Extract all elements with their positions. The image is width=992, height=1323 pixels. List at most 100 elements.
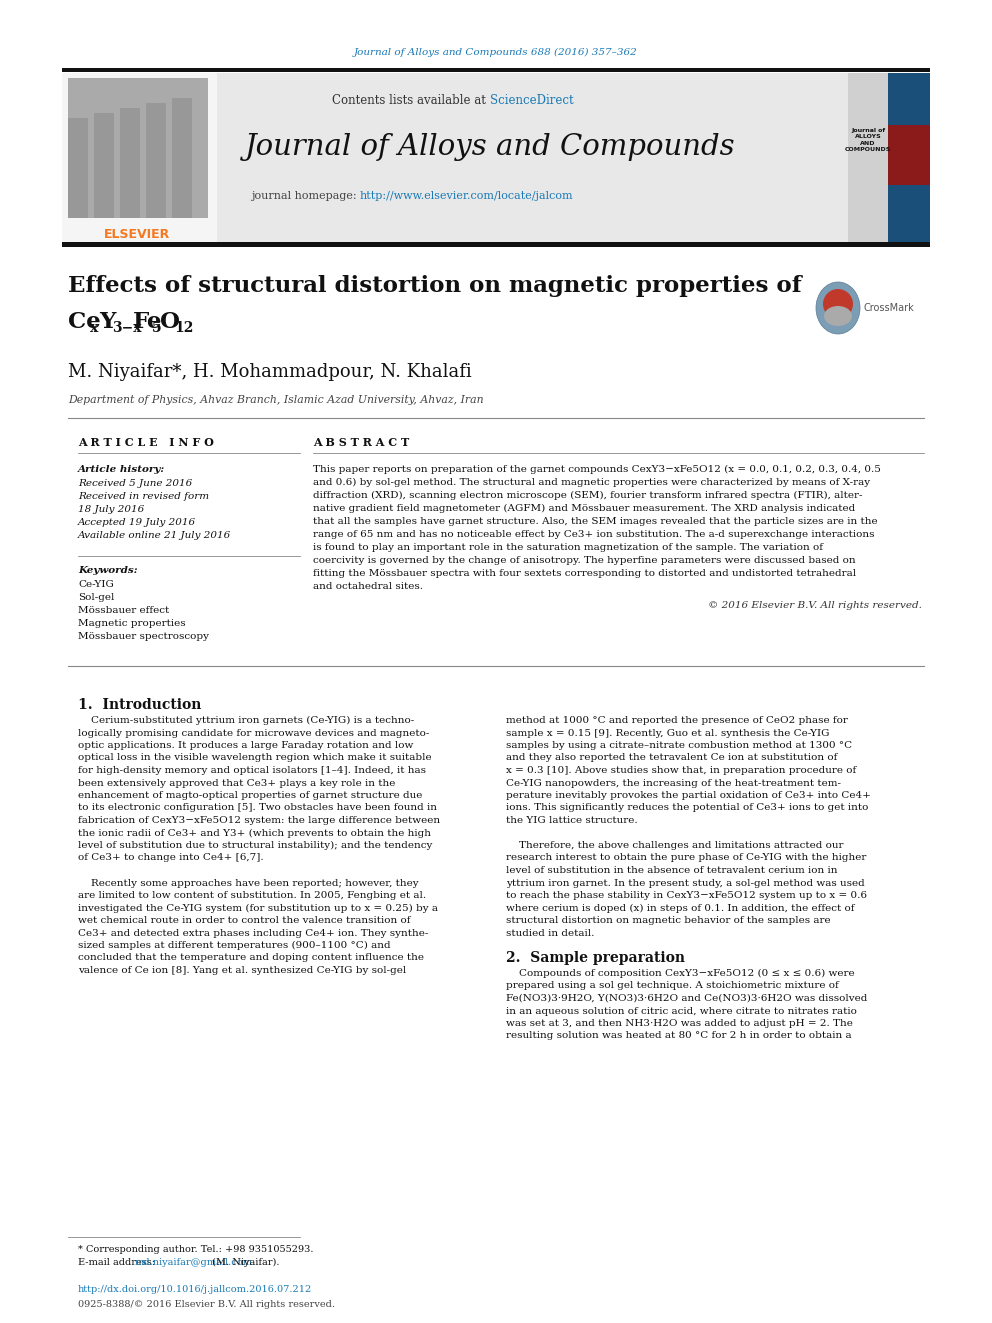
Bar xyxy=(62,242,930,247)
Text: yttrium iron garnet. In the present study, a sol-gel method was used: yttrium iron garnet. In the present stud… xyxy=(506,878,865,888)
Text: Therefore, the above challenges and limitations attracted our: Therefore, the above challenges and limi… xyxy=(506,841,843,849)
Text: Available online 21 July 2016: Available online 21 July 2016 xyxy=(78,531,231,540)
Bar xyxy=(68,118,88,218)
Text: ions. This significantly reduces the potential of Ce3+ ions to get into: ions. This significantly reduces the pot… xyxy=(506,803,868,812)
Text: in an aqueous solution of citric acid, where citrate to nitrates ratio: in an aqueous solution of citric acid, w… xyxy=(506,1007,857,1016)
Text: Received 5 June 2016: Received 5 June 2016 xyxy=(78,479,192,488)
Text: studied in detail.: studied in detail. xyxy=(506,929,594,938)
Text: 1.  Introduction: 1. Introduction xyxy=(78,699,201,712)
Text: prepared using a sol gel technique. A stoichiometric mixture of: prepared using a sol gel technique. A st… xyxy=(506,982,839,991)
Text: Journal of
ALLOYS
AND
COMPOUNDS: Journal of ALLOYS AND COMPOUNDS xyxy=(845,127,891,152)
Text: concluded that the temperature and doping content influence the: concluded that the temperature and dopin… xyxy=(78,954,424,963)
Text: Contents lists available at: Contents lists available at xyxy=(332,94,490,106)
Bar xyxy=(120,108,140,218)
Bar xyxy=(94,112,114,218)
Text: x: x xyxy=(90,321,98,335)
Bar xyxy=(848,73,888,245)
Text: 5: 5 xyxy=(152,321,162,335)
Text: diffraction (XRD), scanning electron microscope (SEM), fourier transform infrare: diffraction (XRD), scanning electron mic… xyxy=(313,491,862,500)
Text: Ce-YIG nanopowders, the increasing of the heat-treatment tem-: Ce-YIG nanopowders, the increasing of th… xyxy=(506,778,841,787)
Text: A R T I C L E   I N F O: A R T I C L E I N F O xyxy=(78,438,214,448)
Text: http://dx.doi.org/10.1016/j.jallcom.2016.07.212: http://dx.doi.org/10.1016/j.jallcom.2016… xyxy=(78,1285,312,1294)
Text: * Corresponding author. Tel.: +98 9351055293.: * Corresponding author. Tel.: +98 935105… xyxy=(78,1245,313,1254)
Text: the ionic radii of Ce3+ and Y3+ (which prevents to obtain the high: the ionic radii of Ce3+ and Y3+ (which p… xyxy=(78,828,431,837)
Text: and they also reported the tetravalent Ce ion at substitution of: and they also reported the tetravalent C… xyxy=(506,754,837,762)
Ellipse shape xyxy=(824,306,852,325)
Text: research interest to obtain the pure phase of Ce-YIG with the higher: research interest to obtain the pure pha… xyxy=(506,853,866,863)
Text: journal homepage:: journal homepage: xyxy=(251,191,360,201)
Text: 2.  Sample preparation: 2. Sample preparation xyxy=(506,951,685,964)
Text: O: O xyxy=(160,311,180,333)
Text: A B S T R A C T: A B S T R A C T xyxy=(313,438,410,448)
Text: resulting solution was heated at 80 °C for 2 h in order to obtain a: resulting solution was heated at 80 °C f… xyxy=(506,1032,851,1040)
Text: logically promising candidate for microwave devices and magneto-: logically promising candidate for microw… xyxy=(78,729,430,737)
Bar xyxy=(62,73,930,245)
Text: sample x = 0.15 [9]. Recently, Guo et al. synthesis the Ce-YIG: sample x = 0.15 [9]. Recently, Guo et al… xyxy=(506,729,829,737)
Text: wet chemical route in order to control the valence transition of: wet chemical route in order to control t… xyxy=(78,916,411,925)
Text: of Ce3+ to change into Ce4+ [6,7].: of Ce3+ to change into Ce4+ [6,7]. xyxy=(78,853,264,863)
Text: CrossMark: CrossMark xyxy=(864,303,915,314)
Text: Ce: Ce xyxy=(68,311,101,333)
Text: been extensively approved that Ce3+ plays a key role in the: been extensively approved that Ce3+ play… xyxy=(78,778,396,787)
Text: Accepted 19 July 2016: Accepted 19 July 2016 xyxy=(78,519,196,527)
Text: Journal of Alloys and Compounds 688 (2016) 357–362: Journal of Alloys and Compounds 688 (201… xyxy=(354,48,638,57)
Bar xyxy=(62,67,930,71)
Text: for high-density memory and optical isolators [1–4]. Indeed, it has: for high-density memory and optical isol… xyxy=(78,766,426,775)
Text: Sol-gel: Sol-gel xyxy=(78,593,114,602)
Bar xyxy=(68,78,208,218)
Text: method at 1000 °C and reported the presence of CeO2 phase for: method at 1000 °C and reported the prese… xyxy=(506,716,848,725)
Text: fabrication of CexY3−xFe5O12 system: the large difference between: fabrication of CexY3−xFe5O12 system: the… xyxy=(78,816,440,826)
Text: perature inevitably provokes the partial oxidation of Ce3+ into Ce4+: perature inevitably provokes the partial… xyxy=(506,791,871,800)
Text: Mössbauer effect: Mössbauer effect xyxy=(78,606,170,615)
Text: Fe: Fe xyxy=(133,311,163,333)
Bar xyxy=(888,73,930,245)
Text: Compounds of composition CexY3−xFe5O12 (0 ≤ x ≤ 0.6) were: Compounds of composition CexY3−xFe5O12 (… xyxy=(506,968,855,978)
Text: that all the samples have garnet structure. Also, the SEM images revealed that t: that all the samples have garnet structu… xyxy=(313,517,878,527)
Bar xyxy=(888,124,930,185)
Text: samples by using a citrate–nitrate combustion method at 1300 °C: samples by using a citrate–nitrate combu… xyxy=(506,741,852,750)
Text: optic applications. It produces a large Faraday rotation and low: optic applications. It produces a large … xyxy=(78,741,414,750)
Text: coercivity is governed by the change of anisotropy. The hyperfine parameters wer: coercivity is governed by the change of … xyxy=(313,556,856,565)
Text: to its electronic configuration [5]. Two obstacles have been found in: to its electronic configuration [5]. Two… xyxy=(78,803,437,812)
Bar xyxy=(146,103,166,218)
Text: level of substitution due to structural instability); and the tendency: level of substitution due to structural … xyxy=(78,841,433,851)
Text: the YIG lattice structure.: the YIG lattice structure. xyxy=(506,816,638,826)
Text: This paper reports on preparation of the garnet compounds CexY3−xFe5O12 (x = 0.0: This paper reports on preparation of the… xyxy=(313,464,881,474)
Text: Mössbauer spectroscopy: Mössbauer spectroscopy xyxy=(78,632,209,642)
Text: and octahedral sites.: and octahedral sites. xyxy=(313,582,423,591)
Text: Journal of Alloys and Compounds: Journal of Alloys and Compounds xyxy=(245,134,735,161)
Text: Fe(NO3)3·9H2O, Y(NO3)3·6H2O and Ce(NO3)3·6H2O was dissolved: Fe(NO3)3·9H2O, Y(NO3)3·6H2O and Ce(NO3)3… xyxy=(506,994,867,1003)
Text: fitting the Mössbauer spectra with four sextets corresponding to distorted and u: fitting the Mössbauer spectra with four … xyxy=(313,569,856,578)
Text: are limited to low content of substitution. In 2005, Fengbing et al.: are limited to low content of substituti… xyxy=(78,890,427,900)
Text: Magnetic properties: Magnetic properties xyxy=(78,619,186,628)
Text: Article history:: Article history: xyxy=(78,464,166,474)
Text: x = 0.3 [10]. Above studies show that, in preparation procedure of: x = 0.3 [10]. Above studies show that, i… xyxy=(506,766,856,775)
Text: 18 July 2016: 18 July 2016 xyxy=(78,505,144,515)
Text: Y: Y xyxy=(99,311,115,333)
Text: valence of Ce ion [8]. Yang et al. synthesized Ce-YIG by sol-gel: valence of Ce ion [8]. Yang et al. synth… xyxy=(78,966,407,975)
Text: M. Niyaifar*, H. Mohammadpour, N. Khalafi: M. Niyaifar*, H. Mohammadpour, N. Khalaf… xyxy=(68,363,472,381)
Text: where cerium is doped (x) in steps of 0.1. In addition, the effect of: where cerium is doped (x) in steps of 0.… xyxy=(506,904,854,913)
Text: 3−x: 3−x xyxy=(112,321,142,335)
Text: © 2016 Elsevier B.V. All rights reserved.: © 2016 Elsevier B.V. All rights reserved… xyxy=(708,601,922,610)
Text: and 0.6) by sol-gel method. The structural and magnetic properties were characte: and 0.6) by sol-gel method. The structur… xyxy=(313,478,870,487)
Text: ScienceDirect: ScienceDirect xyxy=(490,94,573,106)
Text: E-mail address:: E-mail address: xyxy=(78,1258,158,1267)
Text: sized samples at different temperatures (900–1100 °C) and: sized samples at different temperatures … xyxy=(78,941,391,950)
Text: Cerium-substituted yttrium iron garnets (Ce-YIG) is a techno-: Cerium-substituted yttrium iron garnets … xyxy=(78,716,415,725)
Text: ELSEVIER: ELSEVIER xyxy=(104,228,170,241)
Ellipse shape xyxy=(823,288,853,319)
Text: Recently some approaches have been reported; however, they: Recently some approaches have been repor… xyxy=(78,878,419,888)
Ellipse shape xyxy=(816,282,860,333)
Bar xyxy=(62,73,217,245)
Text: md.niyaifar@gmail.com: md.niyaifar@gmail.com xyxy=(135,1258,253,1267)
Text: http://www.elsevier.com/locate/jalcom: http://www.elsevier.com/locate/jalcom xyxy=(360,191,573,201)
Text: 12: 12 xyxy=(174,321,193,335)
Text: Department of Physics, Ahvaz Branch, Islamic Azad University, Ahvaz, Iran: Department of Physics, Ahvaz Branch, Isl… xyxy=(68,396,484,405)
Text: level of substitution in the absence of tetravalent cerium ion in: level of substitution in the absence of … xyxy=(506,867,837,875)
Text: Effects of structural distortion on magnetic properties of: Effects of structural distortion on magn… xyxy=(68,275,802,296)
Text: structural distortion on magnetic behavior of the samples are: structural distortion on magnetic behavi… xyxy=(506,916,830,925)
Text: is found to play an important role in the saturation magnetization of the sample: is found to play an important role in th… xyxy=(313,542,823,552)
Text: enhancement of magto-optical properties of garnet structure due: enhancement of magto-optical properties … xyxy=(78,791,423,800)
Text: 0925-8388/© 2016 Elsevier B.V. All rights reserved.: 0925-8388/© 2016 Elsevier B.V. All right… xyxy=(78,1301,335,1308)
